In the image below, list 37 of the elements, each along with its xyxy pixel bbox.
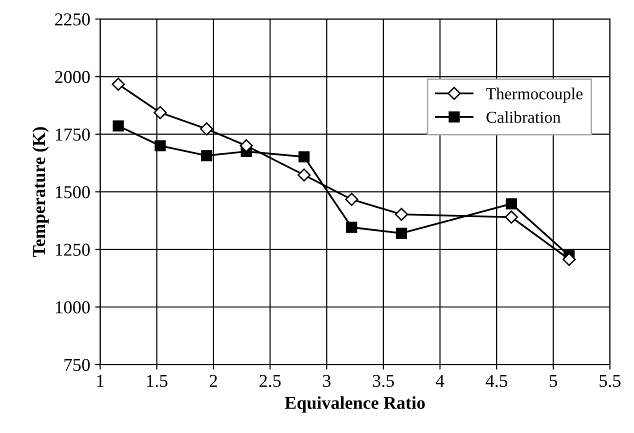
legend-label: Calibration (486, 111, 561, 123)
point (240, 139, 253, 152)
x-tick-label: 3 (323, 374, 331, 388)
x-axis-title: Equivalence Ratio (284, 396, 425, 413)
point (200, 122, 214, 136)
y-axis-title: Temperature (K) (32, 127, 49, 257)
point (297, 168, 311, 182)
y-tick-label: 1750 (56, 128, 90, 141)
y-tick-label: 1250 (56, 244, 90, 256)
point (112, 120, 124, 132)
x-tick-label: 2.5 (260, 374, 281, 388)
x-tick-label: 1.5 (147, 374, 168, 388)
x-tick-label: 1 (97, 374, 104, 387)
x-tick-label: 4 (436, 374, 444, 387)
x-tick-label: 3.5 (372, 374, 394, 388)
point (112, 78, 125, 91)
point (396, 228, 408, 239)
point (298, 151, 310, 162)
point (154, 140, 166, 152)
y-tick-label: 2000 (55, 70, 90, 84)
point (346, 222, 358, 233)
point (506, 198, 517, 210)
y-tick-label: 1500 (56, 186, 90, 198)
point (154, 106, 167, 120)
point (504, 210, 518, 224)
x-tick-label: 4.5 (486, 374, 508, 388)
y-tick-label: 750 (64, 358, 90, 372)
x-tick-label: 5.5 (600, 375, 620, 388)
point (345, 192, 358, 206)
point (394, 208, 408, 221)
x-tick-label: 5 (550, 375, 558, 388)
x-tick-label: 2 (210, 374, 217, 387)
point (562, 252, 576, 266)
y-tick-label: 2250 (55, 13, 90, 26)
y-tick-label: 1000 (56, 301, 90, 314)
point (201, 150, 212, 162)
legend-label: Thermocouple (486, 88, 582, 103)
